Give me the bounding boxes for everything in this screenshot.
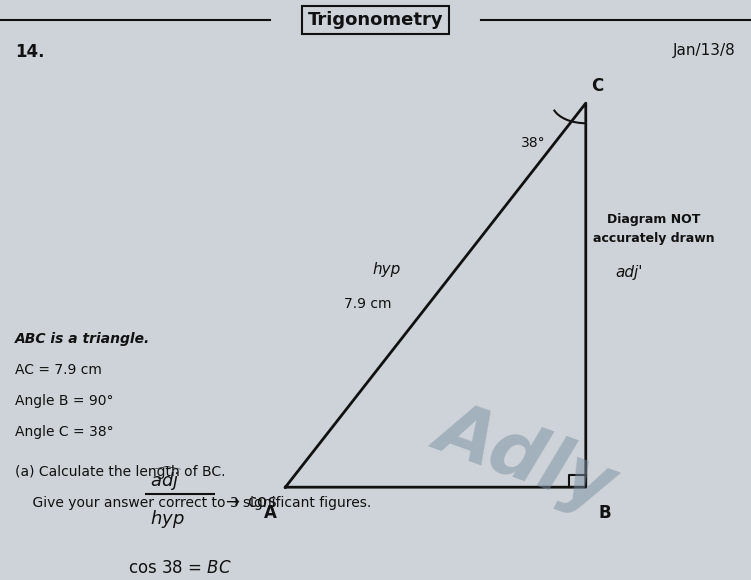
Text: (a) Calculate the length of BC.: (a) Calculate the length of BC. <box>15 465 225 479</box>
Text: cos $38$ = $BC$: cos $38$ = $BC$ <box>128 559 231 577</box>
Text: 14.: 14. <box>15 43 44 61</box>
Text: $hyp$: $hyp$ <box>150 508 185 530</box>
Text: A: A <box>264 505 277 523</box>
Text: Adly: Adly <box>427 393 625 524</box>
Text: AC = 7.9 cm: AC = 7.9 cm <box>15 364 102 378</box>
Text: B: B <box>599 505 611 523</box>
Text: C: C <box>591 77 603 95</box>
Text: $\widehat{adj}$: $\widehat{adj}$ <box>150 465 182 493</box>
Text: Diagram NOT
accurately drawn: Diagram NOT accurately drawn <box>593 213 714 245</box>
Text: 7.9 cm: 7.9 cm <box>344 297 392 311</box>
Text: Jan/13/8: Jan/13/8 <box>673 43 736 58</box>
Text: hyp: hyp <box>372 262 401 277</box>
Text: Angle C = 38°: Angle C = 38° <box>15 425 113 439</box>
Text: Angle B = 90°: Angle B = 90° <box>15 394 113 408</box>
Text: ABC is a triangle.: ABC is a triangle. <box>15 332 150 346</box>
Text: Trigonometry: Trigonometry <box>308 11 443 29</box>
Text: Give your answer correct to 3 significant figures.: Give your answer correct to 3 significan… <box>15 496 371 510</box>
Text: adj': adj' <box>616 264 644 280</box>
Text: $\rightarrow$ cos: $\rightarrow$ cos <box>222 492 276 510</box>
Text: 38°: 38° <box>521 136 545 150</box>
